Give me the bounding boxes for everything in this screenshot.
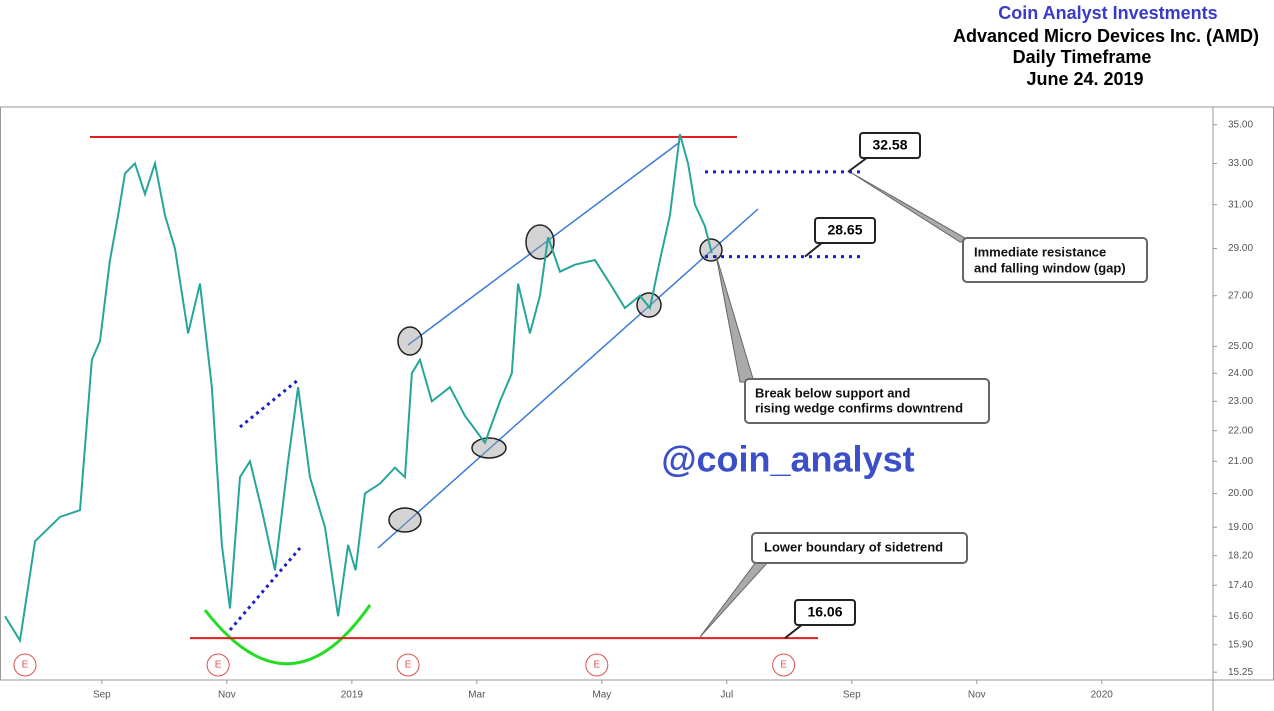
y-tick-label: 31.00 (1228, 199, 1253, 210)
timeframe: Daily Timeframe (1013, 47, 1152, 67)
y-tick-label: 19.00 (1228, 522, 1253, 533)
x-tick-label: Nov (218, 690, 236, 701)
touch (388, 507, 422, 533)
x-tick-label: Sep (93, 690, 111, 701)
callout-pointer (699, 561, 770, 638)
note: Break below support and (755, 385, 910, 400)
x-tick-label: Sep (843, 690, 861, 701)
earnings-marker (772, 653, 796, 677)
note: Immediate resistance (974, 244, 1106, 259)
y-tick-label: 29.00 (1228, 243, 1253, 254)
wedge-lower (228, 547, 302, 631)
callout-box (751, 532, 968, 564)
touch-points (388, 224, 723, 533)
earnings-marker (396, 653, 420, 677)
y-tick-label: 22.00 (1228, 425, 1253, 436)
x-tick-label: 2019 (341, 690, 364, 701)
level-box (859, 132, 921, 159)
x-tick-label: Mar (468, 690, 486, 701)
earnings-label: E (215, 660, 222, 671)
y-tick-label: 35.00 (1228, 119, 1253, 130)
callout-pointer (715, 254, 755, 383)
y-tick-label: 18.20 (1228, 550, 1253, 561)
channel-lower (377, 208, 759, 549)
plot-frame (0, 106, 1274, 681)
level-label: 28.65 (827, 222, 862, 238)
level-box (794, 599, 856, 626)
earnings-label: E (593, 660, 600, 671)
rounded-bottom (203, 604, 372, 666)
y-tick-label: 15.25 (1228, 667, 1253, 678)
x-tick-label: Nov (968, 690, 986, 701)
x-tick-label: May (592, 690, 611, 701)
earnings-marker (206, 653, 230, 677)
brand: Coin Analyst Investments (998, 3, 1217, 23)
earnings-label: E (405, 660, 412, 671)
y-tick-label: 15.90 (1228, 639, 1253, 650)
y-tick-label: 20.00 (1228, 488, 1253, 499)
y-tick-label: 23.00 (1228, 396, 1253, 407)
x-tick-label: Jul (720, 690, 733, 701)
channel-upper (407, 141, 681, 346)
watermark: @coin_analyst (661, 439, 914, 480)
earnings-marker (13, 653, 37, 677)
note: Lower boundary of sidetrend (764, 539, 943, 554)
callout-box (962, 237, 1148, 283)
y-tick-label: 16.60 (1228, 611, 1253, 622)
level-pointer (784, 623, 804, 639)
y-tick-label: 24.00 (1228, 368, 1253, 379)
wedge-upper (239, 378, 299, 429)
earnings-label: E (780, 660, 787, 671)
earnings-marker (585, 653, 609, 677)
callout-box (744, 378, 990, 424)
level-pointer (847, 156, 869, 173)
y-tick-label: 27.00 (1228, 290, 1253, 301)
level-pointer (804, 241, 824, 258)
earnings-label: E (22, 660, 29, 671)
company: Advanced Micro Devices Inc. (AMD) (953, 26, 1259, 46)
level-label: 32.58 (872, 137, 907, 153)
date: June 24. 2019 (1026, 69, 1143, 89)
y-tick-label: 25.00 (1228, 341, 1253, 352)
note: and falling window (gap) (974, 260, 1126, 275)
y-tick-label: 21.00 (1228, 456, 1253, 467)
level-label: 16.06 (807, 604, 842, 620)
x-tick-label: 2020 (1091, 690, 1114, 701)
note: rising wedge confirms downtrend (755, 400, 963, 415)
touch (397, 326, 423, 356)
level-box (814, 217, 876, 244)
price-line (4, 133, 713, 644)
touch (471, 437, 507, 459)
y-tick-label: 33.00 (1228, 158, 1253, 169)
y-tick-label: 17.40 (1228, 580, 1253, 591)
